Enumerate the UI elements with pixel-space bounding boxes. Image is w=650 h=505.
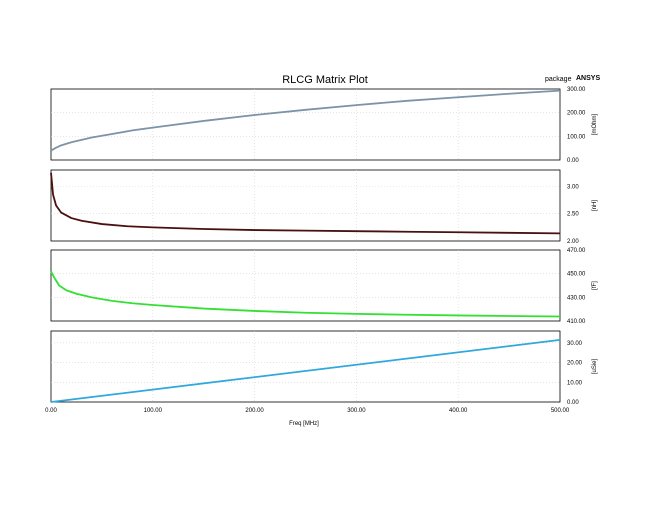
panel-3-ytick-label: 430.00 bbox=[567, 295, 586, 301]
x-axis-label: Freq [MHz] bbox=[289, 421, 319, 427]
x-tick-label: 500.00 bbox=[551, 408, 570, 414]
panel-1-ytick-label: 200.00 bbox=[567, 111, 586, 117]
panel-1-ylabel: [mOhm] bbox=[592, 114, 598, 136]
panel-2-ytick-label: 2.50 bbox=[567, 212, 579, 218]
panel-3-ytick-label: 410.00 bbox=[567, 319, 586, 325]
panel-3-ytick-label: 450.00 bbox=[567, 272, 586, 278]
panel-4-series-line bbox=[50, 338, 561, 403]
panel-1-ytick-label: 300.00 bbox=[567, 87, 586, 93]
panel-2-ytick-label: 2.00 bbox=[567, 239, 579, 245]
panel-4-ytick-label: 30.00 bbox=[567, 341, 583, 347]
panel-1-frame bbox=[50, 88, 561, 161]
x-tick-label: 200.00 bbox=[245, 408, 264, 414]
panel-1-ytick-label: 100.00 bbox=[567, 134, 586, 140]
panel-2-ytick-label: 3.00 bbox=[567, 184, 579, 190]
panel-2-series-line bbox=[50, 172, 561, 235]
panel-3-frame bbox=[50, 249, 561, 322]
panel-4-ylabel: [uSie] bbox=[592, 358, 598, 374]
panel-4-ytick-label: 0.00 bbox=[567, 400, 579, 406]
panel-3-ytick-label: 470.00 bbox=[567, 248, 586, 254]
x-tick-label: 0.00 bbox=[45, 408, 57, 414]
panel-1-series-line bbox=[50, 89, 561, 152]
panel-3-ylabel: [fF] bbox=[592, 281, 598, 290]
panel-4-ytick-label: 10.00 bbox=[567, 380, 583, 386]
ansys-logo: ANSYS bbox=[576, 75, 600, 82]
x-tick-label: 300.00 bbox=[347, 408, 366, 414]
panel-1-ytick-label: 0.00 bbox=[567, 158, 579, 164]
panel-3-series-line bbox=[50, 270, 561, 318]
design-name: package bbox=[545, 76, 572, 83]
chart-title: RLCG Matrix Plot bbox=[282, 74, 368, 86]
panel-4-frame bbox=[50, 330, 561, 403]
panel-2-ylabel: [nH] bbox=[592, 200, 598, 211]
x-tick-label: 100.00 bbox=[144, 408, 163, 414]
panel-2-frame bbox=[50, 169, 561, 242]
panel-4-ytick-label: 20.00 bbox=[567, 361, 583, 367]
x-tick-label: 400.00 bbox=[449, 408, 468, 414]
